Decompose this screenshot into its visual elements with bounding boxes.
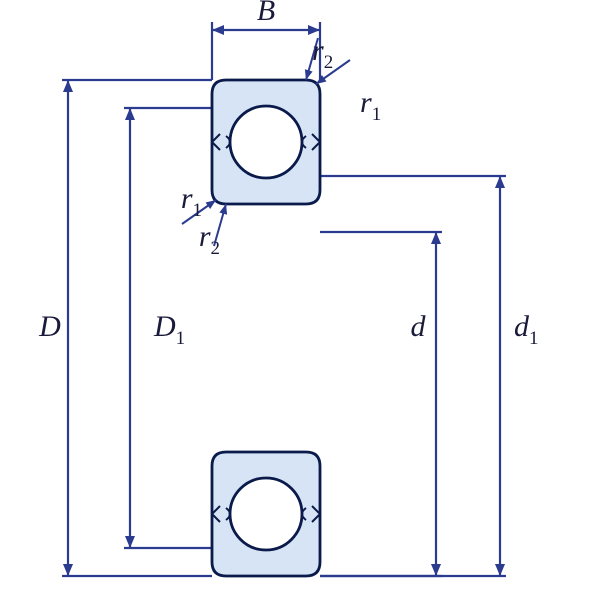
svg-text:B: B [257,0,275,27]
svg-text:r1: r1 [181,182,202,221]
svg-text:r2: r2 [199,220,220,259]
bearing-dimension-diagram: BDD1dd1r1r2r1r2 [0,0,600,600]
svg-text:d: d [411,310,427,343]
svg-text:r2: r2 [312,34,333,73]
svg-text:D1: D1 [153,310,185,349]
svg-text:d1: d1 [514,310,539,349]
svg-text:D: D [38,310,61,343]
svg-text:r1: r1 [360,86,381,125]
